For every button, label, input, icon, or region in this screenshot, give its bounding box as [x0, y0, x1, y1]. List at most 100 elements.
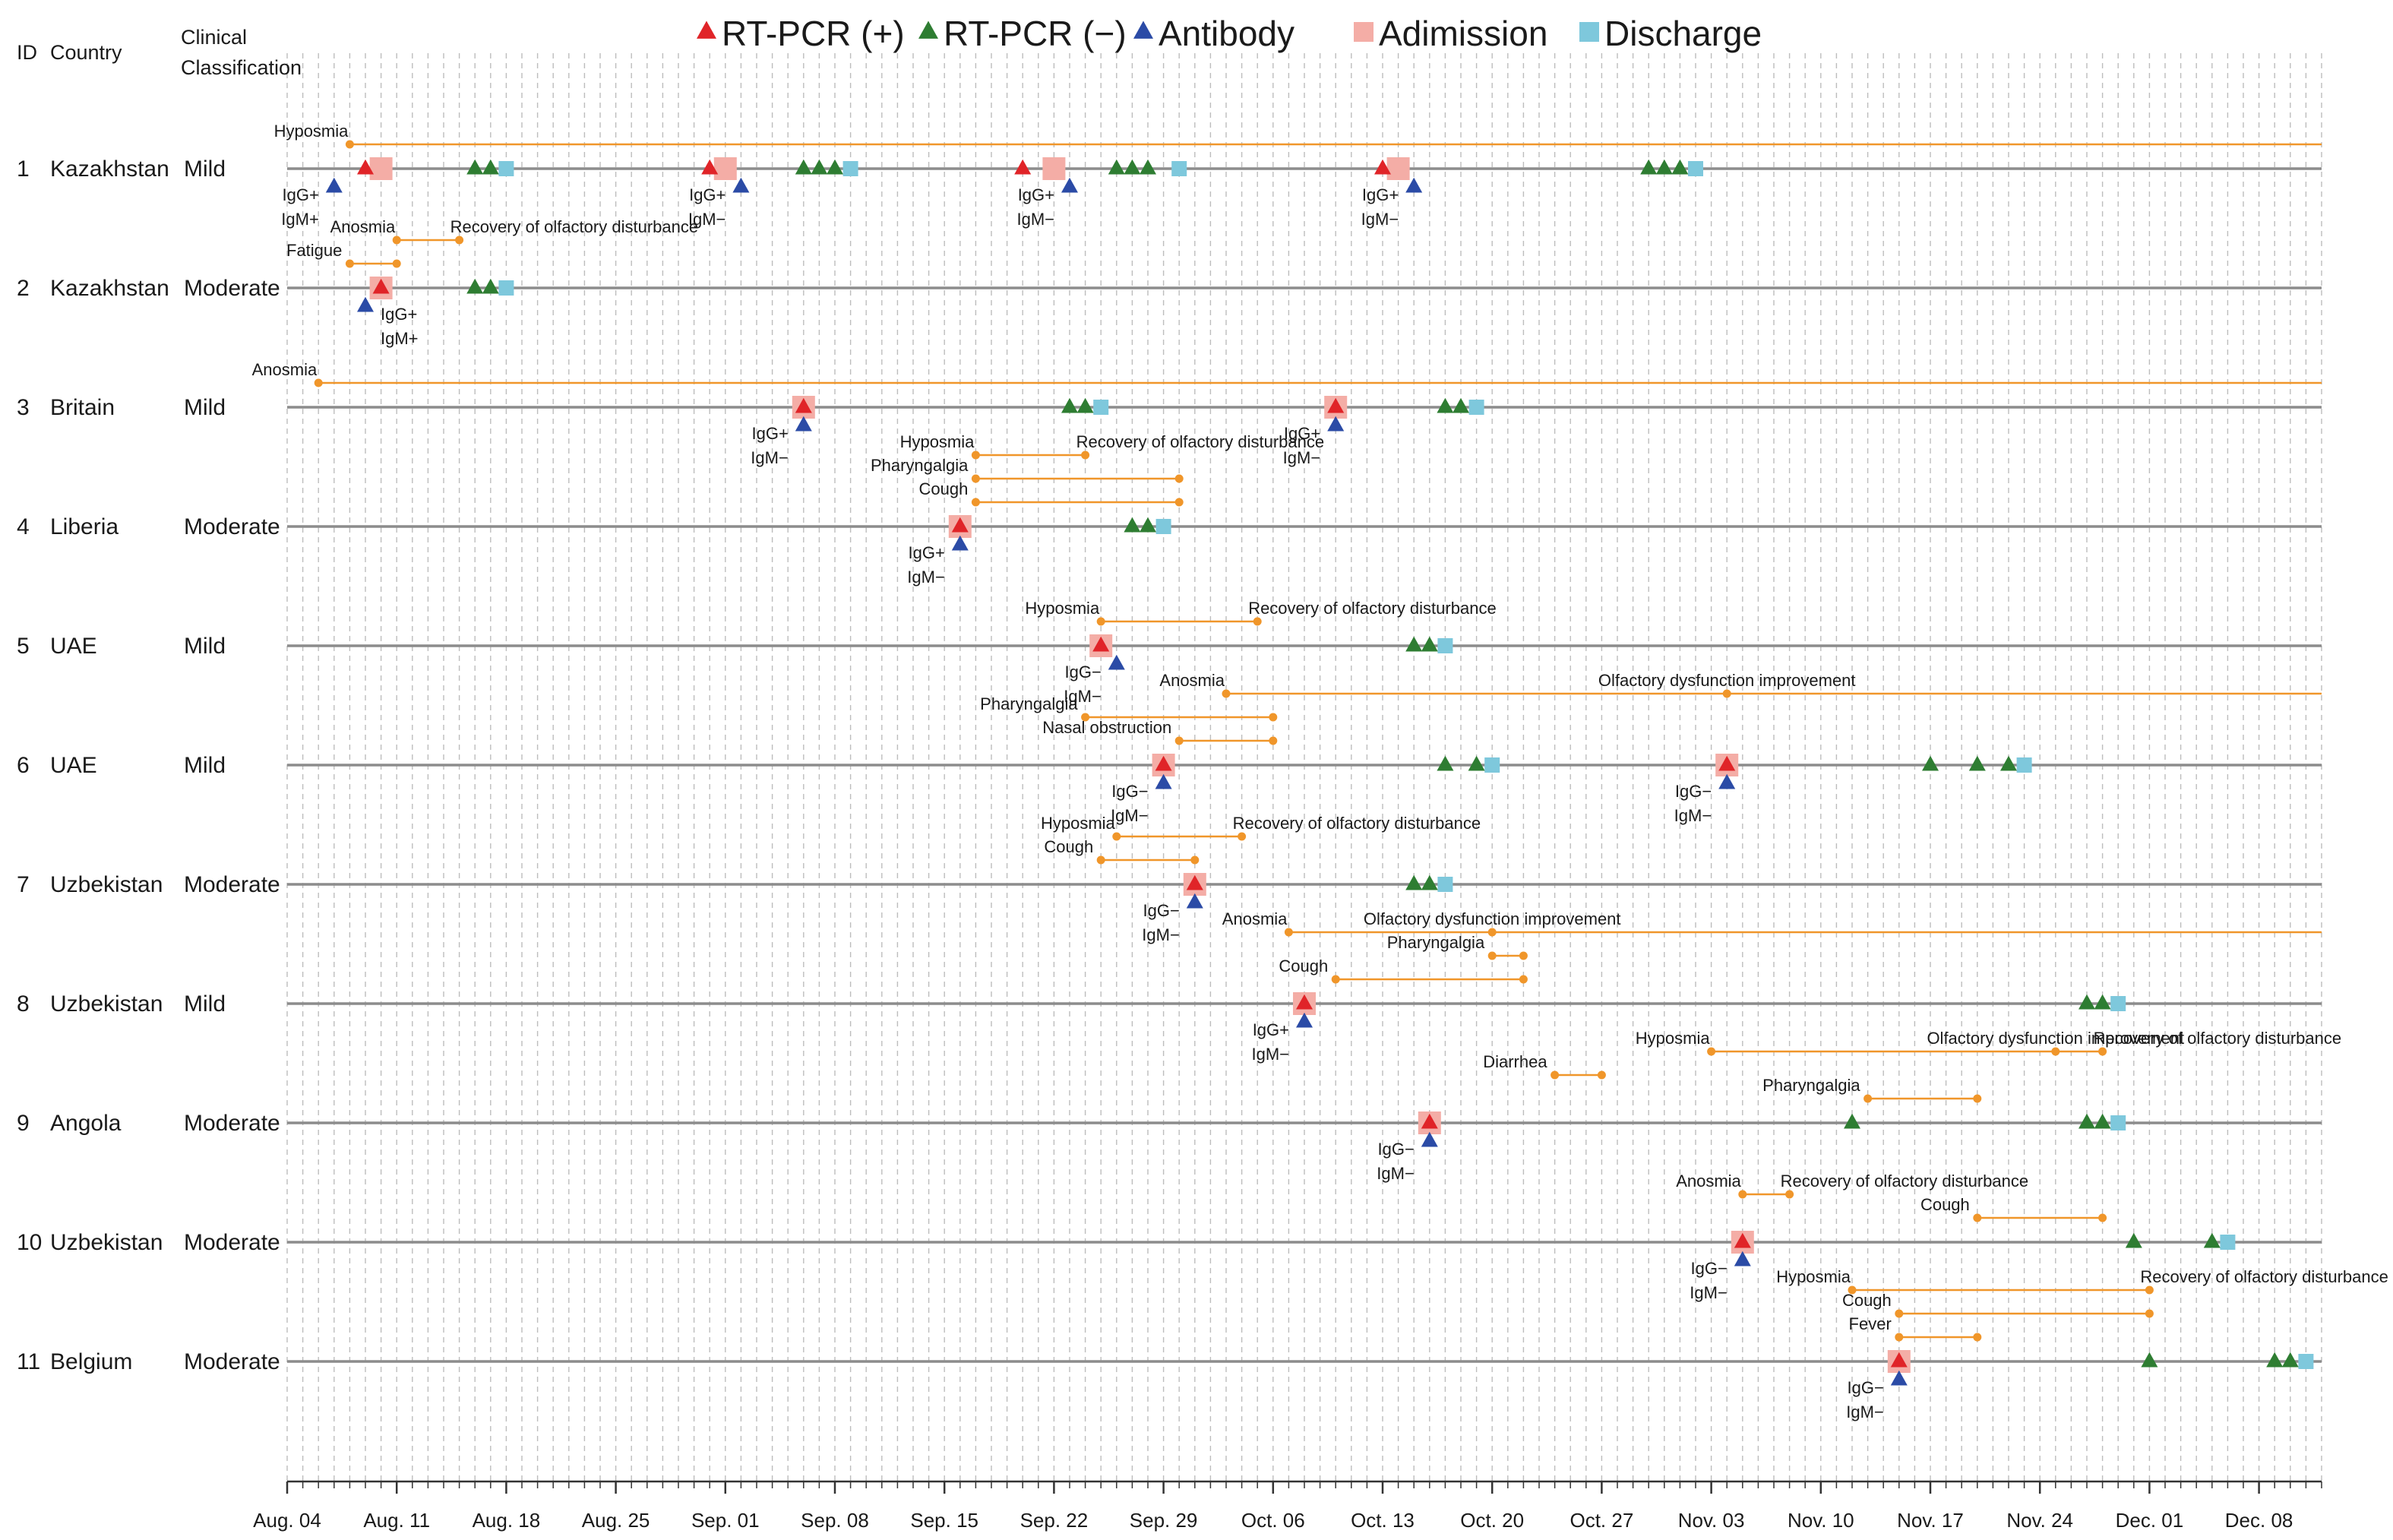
rt-pcr-negative-marker [2281, 1352, 2299, 1368]
antibody-result-label: IgM+ [281, 210, 319, 229]
legend-marker-discharge [1579, 22, 1599, 42]
symptom-start-dot [314, 378, 323, 387]
event-markers: IgG+ IgM+ IgG+ IgM− IgG+ IgM− IgG+ IgM− IgG+ IgM+… [281, 157, 2314, 1421]
rt-pcr-negative-marker [1140, 517, 1156, 533]
symptom-label: Cough [1044, 837, 1093, 856]
row-id: 2 [17, 276, 30, 301]
x-tick-label: Oct. 20 [1460, 1509, 1524, 1532]
admission-marker [1386, 157, 1410, 180]
symptom-end-dot [1785, 1190, 1794, 1199]
antibody-marker [1061, 177, 1078, 193]
rt-pcr-positive-marker [1374, 159, 1391, 175]
discharge-marker [498, 161, 514, 176]
symptom-end-dot [2098, 1047, 2107, 1056]
symptom-end-dot [1973, 1094, 1982, 1103]
symptom-mid-label: Olfactory dysfunction improvement [1927, 1029, 2184, 1048]
row-country: Angola [50, 1111, 122, 1136]
x-tick-label: Aug. 18 [473, 1509, 541, 1532]
antibody-result-label: IgG− [1675, 782, 1712, 801]
symptom-end-dot [455, 236, 464, 245]
rt-pcr-negative-marker [1405, 874, 1423, 890]
rt-pcr-negative-marker [1108, 159, 1125, 175]
symptom-end-dot [1519, 951, 1528, 960]
rt-pcr-negative-marker [1671, 159, 1689, 175]
row-classification: Moderate [184, 872, 280, 897]
x-tick-label: Oct. 27 [1570, 1509, 1633, 1532]
antibody-result-label: IgM+ [381, 329, 419, 348]
antibody-result-label: IgG+ [689, 185, 725, 204]
symptom-start-dot [345, 140, 354, 149]
symptom-start-dot [1174, 736, 1184, 745]
antibody-result-label: IgM− [1690, 1283, 1728, 1302]
row-country: Kazakhstan [50, 276, 169, 301]
antibody-result-label: IgG− [1143, 901, 1179, 920]
row-classification: Moderate [184, 1111, 280, 1136]
antibody-marker [1296, 1012, 1313, 1028]
row-id: 5 [17, 634, 30, 659]
symptom-label: Diarrhea [1483, 1052, 1547, 1071]
symptom-end-dot [1269, 713, 1278, 722]
discharge-marker [842, 161, 858, 176]
legend-label-discharge: Discharge [1604, 14, 1762, 53]
x-tick-label: Dec. 08 [2225, 1509, 2293, 1532]
antibody-result-label: IgM− [1016, 210, 1054, 229]
rt-pcr-negative-marker [482, 278, 499, 294]
discharge-marker [1468, 400, 1484, 415]
symptom-start-dot [1864, 1094, 1873, 1103]
legend-marker-rt_neg [918, 21, 938, 39]
antibody-result-label: IgG+ [282, 185, 318, 204]
symptom-end-dot [1269, 736, 1278, 745]
discharge-marker [1484, 757, 1500, 773]
rt-pcr-positive-marker [1421, 1113, 1438, 1129]
symptom-label: Pharyngalgia [1762, 1076, 1860, 1095]
symptom-label: Fatigue [286, 241, 342, 260]
symptom-end-label: Recovery of olfactory disturbance [1233, 814, 1481, 833]
header-classification-line2: Classification [181, 56, 302, 79]
symptom-label: Hyposmia [900, 432, 975, 451]
rt-pcr-negative-marker [811, 159, 828, 175]
rt-pcr-positive-marker [951, 517, 969, 533]
rt-pcr-negative-marker [827, 159, 843, 175]
rt-pcr-negative-marker [2078, 1113, 2095, 1129]
legend-marker-antibody [1133, 21, 1153, 39]
rt-pcr-positive-marker [1186, 874, 1203, 890]
row-id: 3 [17, 395, 30, 420]
symptom-end-dot [1973, 1333, 1982, 1342]
rt-pcr-negative-marker [466, 278, 484, 294]
symptom-end-label: Recovery of olfactory disturbance [1781, 1172, 2029, 1191]
admission-marker [713, 157, 737, 180]
antibody-result-label: IgM− [1846, 1402, 1884, 1421]
antibody-marker [1718, 773, 1736, 789]
row-id: 4 [17, 514, 30, 539]
antibody-result-label: IgG+ [1018, 185, 1054, 204]
antibody-marker [1327, 416, 1345, 432]
antibody-marker [1108, 654, 1125, 670]
rt-pcr-negative-marker [1061, 397, 1078, 413]
row-classification: Mild [184, 634, 226, 659]
symptom-start-dot [1738, 1190, 1747, 1199]
symptom-end-label: Recovery of olfactory disturbance [1248, 599, 1497, 618]
rt-pcr-negative-marker [1453, 397, 1469, 413]
x-tick-label: Aug. 11 [363, 1509, 430, 1532]
rt-pcr-negative-marker [2094, 994, 2111, 1010]
symptom-end-dot [1238, 832, 1247, 841]
antibody-result-label: IgG− [1690, 1259, 1727, 1278]
antibody-result-label: IgG− [1111, 782, 1148, 801]
x-tick-label: Sep. 22 [1020, 1509, 1089, 1532]
symptom-label: Hyposmia [1636, 1029, 1711, 1048]
header-country: Country [50, 41, 122, 64]
symptom-start-dot [1848, 1285, 1857, 1295]
legend-marker-admission [1354, 22, 1374, 42]
antibody-result-label: IgG+ [1284, 424, 1320, 443]
x-tick-label: Dec. 01 [2116, 1509, 2184, 1532]
symptom-start-dot [392, 236, 401, 245]
symptom-label: Hyposmia [1776, 1267, 1851, 1286]
antibody-marker [1890, 1370, 1908, 1386]
antibody-result-label: IgM− [1111, 806, 1149, 825]
rt-pcr-negative-marker [2266, 1352, 2284, 1368]
discharge-marker [1171, 161, 1187, 176]
row-labels: 1 Kazakhstan Mild 2 Kazakhstan Moderate 3 Brita… [17, 157, 280, 1374]
rt-pcr-negative-marker [2078, 994, 2095, 1010]
antibody-result-label: IgM− [907, 568, 945, 587]
x-tick-label: Nov. 10 [1788, 1509, 1854, 1532]
